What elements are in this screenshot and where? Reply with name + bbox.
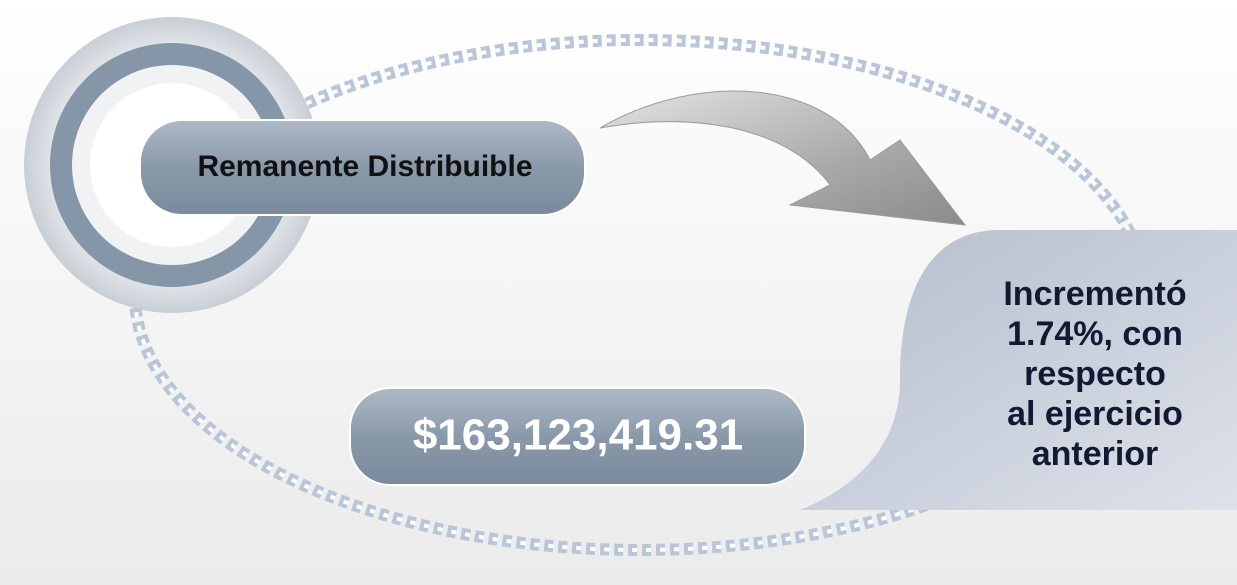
note-line: anterior — [1032, 435, 1159, 473]
page: Remanente Distribuible $163,123,419.31 I… — [0, 0, 1237, 585]
note-line: al ejercicio — [1007, 395, 1183, 433]
note-line: Incrementó — [1003, 275, 1186, 313]
diagram: Remanente Distribuible $163,123,419.31 I… — [0, 0, 1237, 585]
note-line: 1.74%, con — [1007, 315, 1183, 353]
amount: $163,123,419.31 — [413, 411, 743, 460]
note-line: respecto — [1024, 355, 1166, 393]
label: Remanente Distribuible — [197, 150, 532, 183]
